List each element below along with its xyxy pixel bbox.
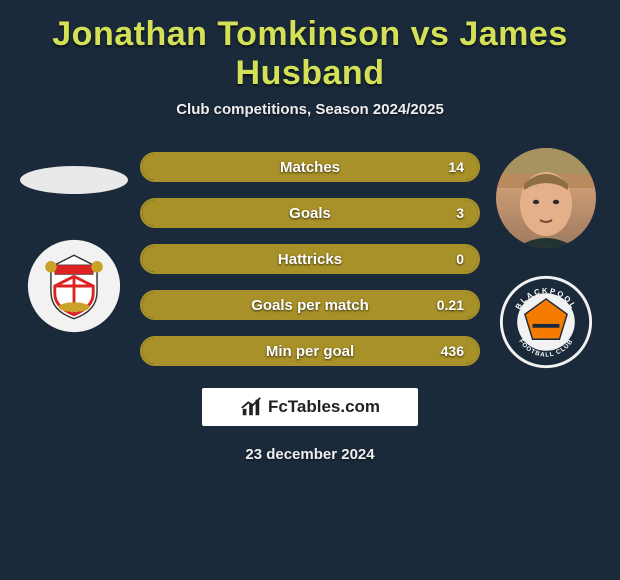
stat-label: Goals (142, 205, 478, 222)
stat-value: 0 (456, 251, 464, 267)
brand-badge[interactable]: FcTables.com (202, 388, 418, 426)
stat-row: Goals per match 0.21 (140, 290, 480, 320)
stat-label: Matches (142, 159, 478, 176)
stat-label: Goals per match (142, 297, 478, 314)
player-left-avatar (20, 166, 128, 194)
page-title: Jonathan Tomkinson vs James Husband (0, 15, 620, 93)
date-text: 23 december 2024 (0, 446, 620, 463)
stat-row: Goals 3 (140, 198, 480, 228)
club-right-crest: BLACKPOOL FOOTBALL CLUB (498, 274, 594, 370)
player-right-column: BLACKPOOL FOOTBALL CLUB (492, 148, 600, 370)
stat-label: Min per goal (142, 343, 478, 360)
subtitle: Club competitions, Season 2024/2025 (0, 101, 620, 118)
stat-value: 3 (456, 205, 464, 221)
stat-label: Hattricks (142, 251, 478, 268)
stat-value: 0.21 (437, 297, 464, 313)
stat-value: 14 (448, 159, 464, 175)
stat-value: 436 (441, 343, 464, 359)
comparison-body: Matches 14 Goals 3 Hattricks 0 Goals per… (0, 148, 620, 370)
player-right-avatar (496, 148, 596, 248)
brand-text: FcTables.com (268, 397, 380, 417)
comparison-card: Jonathan Tomkinson vs James Husband Club… (0, 0, 620, 473)
club-left-crest (26, 238, 122, 334)
stat-row: Hattricks 0 (140, 244, 480, 274)
chart-icon (240, 396, 262, 418)
stat-row: Min per goal 436 (140, 336, 480, 366)
stat-row: Matches 14 (140, 152, 480, 182)
player-left-column (20, 148, 128, 334)
stats-bars: Matches 14 Goals 3 Hattricks 0 Goals per… (140, 152, 480, 366)
